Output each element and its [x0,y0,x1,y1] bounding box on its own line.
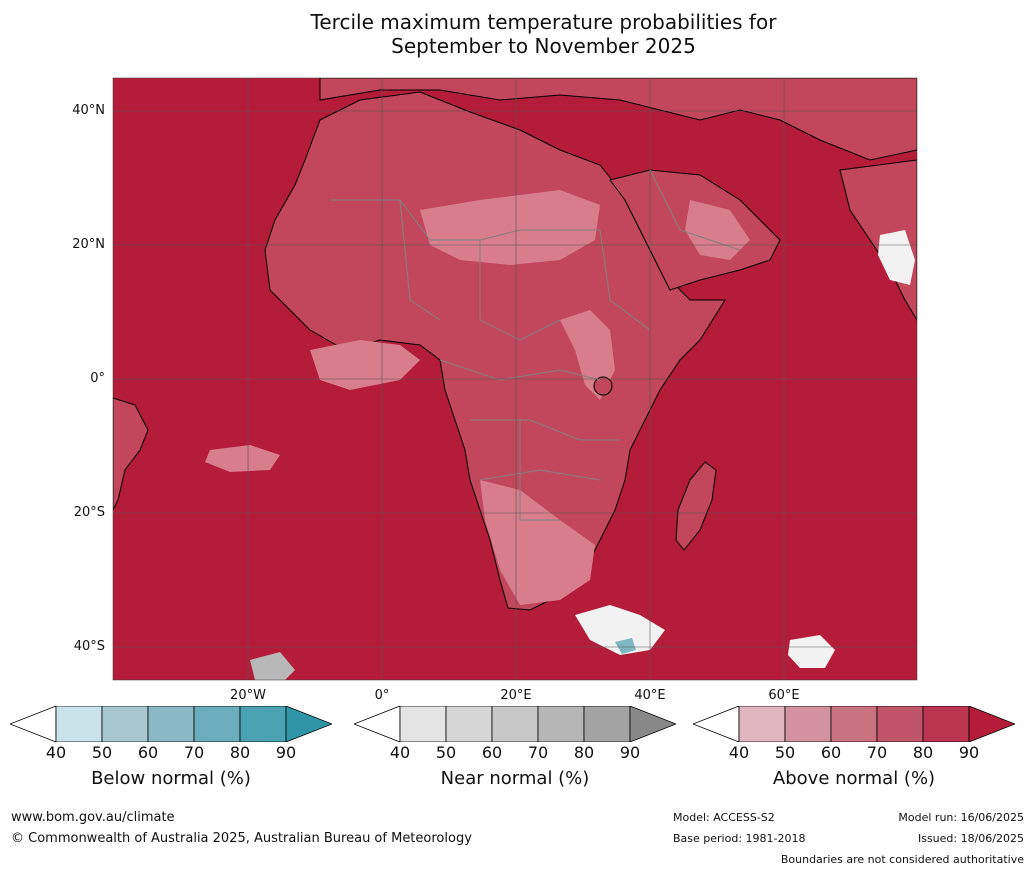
near-normal-tick-label: 80 [573,743,595,762]
near-normal-tick-label: 60 [481,743,503,762]
country-borders [330,169,741,521]
near-normal-segment-1 [445,706,493,742]
below-normal-under-arrow [10,706,57,742]
below-normal-segment-0 [55,706,103,742]
country-border-0 [330,199,600,241]
near-normal-segment-3 [537,706,585,742]
lake-victoria [593,376,613,396]
below-normal-over-arrow [285,706,332,742]
above-normal-tick-label: 40 [728,743,750,762]
near-normal-tick-label: 50 [435,743,457,762]
lat-label-20n: 20°N [72,237,105,252]
southern-africa-pale-patch [480,480,595,605]
near-normal-segment-2 [491,706,539,742]
south-atlantic-pale-patch [205,445,280,472]
above-normal-segment-1 [784,706,832,742]
title-line-2: September to November 2025 [391,34,696,58]
title-line-1: Tercile maximum temperature probabilitie… [310,10,777,34]
below-normal-segment-3 [193,706,241,742]
model-name: Model: ACCESS-S2 [673,811,775,824]
lat-label-40n: 40°N [72,103,105,118]
gulf-of-guinea-pale-patch [310,340,420,390]
issued-date: Issued: 18/06/2025 [917,832,1024,845]
map-frame [112,77,918,681]
below-normal-tick-label: 80 [229,743,251,762]
near-normal-tick-label: 90 [619,743,641,762]
india-white-patch [878,230,915,285]
madagascar [675,461,717,551]
country-border-8 [649,169,741,251]
above-normal-segment-4 [922,706,970,742]
below-normal-title: Below normal (%) [91,768,251,789]
below-normal-tick-label: 90 [275,743,297,762]
near-normal-tick-label: 70 [527,743,549,762]
lat-label-40s: 40°S [73,639,105,654]
country-border-2 [479,240,561,341]
near-normal-under-arrow [354,706,401,742]
model-run-date: Model run: 16/06/2025 [898,811,1024,824]
map-area [113,78,917,680]
below-normal-tick-label: 60 [137,743,159,762]
lon-label-0: 0° [374,688,390,703]
above-normal-segment-2 [830,706,878,742]
below-normal-tick-label: 70 [183,743,205,762]
country-border-7 [599,229,651,331]
near-normal-title: Near normal (%) [440,768,590,789]
sahara-pale-patch [420,190,600,265]
country-border-6 [519,420,560,521]
website-url: www.bom.gov.au/climate [11,810,175,825]
southern-ocean-blue-patch [615,638,636,654]
lon-label-60e: 60°E [768,688,800,703]
gridlines [113,78,917,680]
below-normal-segment-2 [147,706,195,742]
near-normal-colorbar [354,706,676,742]
near-normal-tick-label: 40 [389,743,411,762]
south-america-edge [113,397,149,511]
base-period: Base period: 1981-2018 [673,832,806,845]
above-normal-colorbar [693,706,1015,742]
lat-label-equator: 0° [90,371,105,386]
country-border-3 [439,359,601,381]
country-border-5 [479,469,601,481]
near-normal-over-arrow [629,706,676,742]
above-normal-tick-label: 90 [958,743,980,762]
above-normal-under-arrow [693,706,740,742]
below-normal-colorbar [10,706,332,742]
southern-ocean-white-patch-east [788,635,835,668]
below-normal-tick-label: 40 [45,743,67,762]
above-normal-segment-3 [876,706,924,742]
above-normal-segment-0 [738,706,786,742]
below-normal-segment-4 [239,706,287,742]
above-normal-over-arrow [968,706,1015,742]
above-normal-tick-label: 70 [866,743,888,762]
country-border-1 [399,199,441,321]
europe-landmass [319,78,917,161]
southern-ocean-grey-patch [250,652,295,680]
country-border-4 [470,419,620,441]
near-normal-segment-0 [399,706,447,742]
above-normal-title: Above normal (%) [772,768,936,789]
above-normal-tick-label: 50 [774,743,796,762]
southern-ocean-white-patch [575,605,665,655]
above-normal-tick-label: 80 [912,743,934,762]
lon-label-40e: 40°E [634,688,666,703]
near-normal-segment-4 [583,706,631,742]
lon-label-20w: 20°W [230,688,266,703]
copyright-text: © Commonwealth of Australia 2025, Austra… [11,831,472,846]
map-title: Tercile maximum temperature probabilitie… [0,10,1035,58]
lon-label-20e: 20°E [500,688,532,703]
below-normal-segment-1 [101,706,149,742]
lat-label-20s: 20°S [73,505,105,520]
below-normal-tick-label: 50 [91,743,113,762]
above-normal-tick-label: 60 [820,743,842,762]
boundaries-disclaimer: Boundaries are not considered authoritat… [780,853,1024,866]
